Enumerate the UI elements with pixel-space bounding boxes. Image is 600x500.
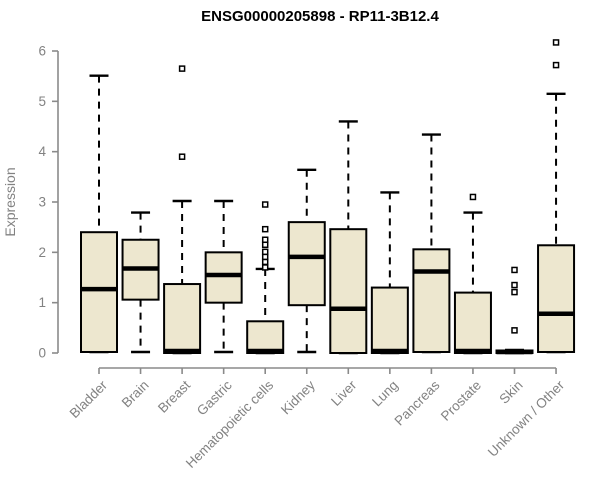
x-tick-label: Bladder <box>67 377 111 421</box>
x-tick-label: Skin <box>496 378 525 407</box>
outlier-point <box>261 248 269 256</box>
box-liver <box>329 120 368 355</box>
outlier-point <box>261 241 269 249</box>
outlier-point <box>261 253 269 261</box>
box-kidney <box>287 168 326 354</box>
box-gastric <box>204 199 243 354</box>
outlier-point <box>261 264 269 271</box>
x-tick-label: Liver <box>328 377 360 409</box>
x-tick-label: Prostate <box>438 378 484 424</box>
iqr-box <box>370 286 409 355</box>
outlier-point <box>511 327 518 334</box>
y-tick-label: 1 <box>38 295 46 310</box>
y-tick-label: 6 <box>38 44 46 59</box>
box-unknown-other <box>537 39 576 354</box>
box-prostate <box>453 193 492 355</box>
outlier-point <box>511 266 518 274</box>
iqr-box <box>412 248 451 353</box>
outlier-point <box>511 288 518 296</box>
box-hematopoietic-cells <box>246 201 285 355</box>
outlier-point <box>178 65 186 72</box>
y-tick-label: 4 <box>38 144 46 159</box>
y-tick-label: 5 <box>38 94 46 109</box>
x-tick-label: Breast <box>155 377 193 415</box>
y-tick-label: 3 <box>38 195 46 210</box>
iqr-box <box>80 231 118 353</box>
y-tick-label: 2 <box>38 245 46 260</box>
iqr-box <box>204 251 243 304</box>
box-lung <box>370 191 409 355</box>
boxplot-series <box>80 39 576 355</box>
box-brain <box>121 211 160 354</box>
iqr-box <box>163 283 202 354</box>
x-tick-label: Gastric <box>194 377 235 418</box>
outlier-point <box>261 236 269 243</box>
iqr-box <box>537 244 576 353</box>
outlier-point <box>261 225 269 233</box>
x-tick-label: Unknown / Other <box>485 377 568 460</box>
outlier-point <box>552 61 560 69</box>
outlier-point <box>552 39 560 46</box>
box-skin <box>495 266 534 355</box>
chart-title: ENSG00000205898 - RP11-3B12.4 <box>201 8 439 25</box>
outlier-point <box>469 193 477 201</box>
box-bladder <box>80 74 118 354</box>
box-pancreas <box>412 133 451 354</box>
iqr-box <box>453 291 492 355</box>
y-tick-label: 0 <box>38 346 46 361</box>
box-breast <box>163 65 202 355</box>
x-tick-label: Brain <box>119 378 152 411</box>
outlier-point <box>261 258 269 266</box>
x-tick-label: Lung <box>369 378 401 410</box>
x-tick-label: Pancreas <box>392 377 443 428</box>
x-tick-label: Kidney <box>278 377 318 417</box>
outlier-point <box>261 201 269 208</box>
y-axis-label: Expression <box>2 167 18 236</box>
iqr-box <box>329 228 368 354</box>
outlier-point <box>178 153 186 160</box>
iqr-box <box>287 221 326 307</box>
iqr-box <box>246 320 285 355</box>
outlier-point <box>511 281 518 289</box>
